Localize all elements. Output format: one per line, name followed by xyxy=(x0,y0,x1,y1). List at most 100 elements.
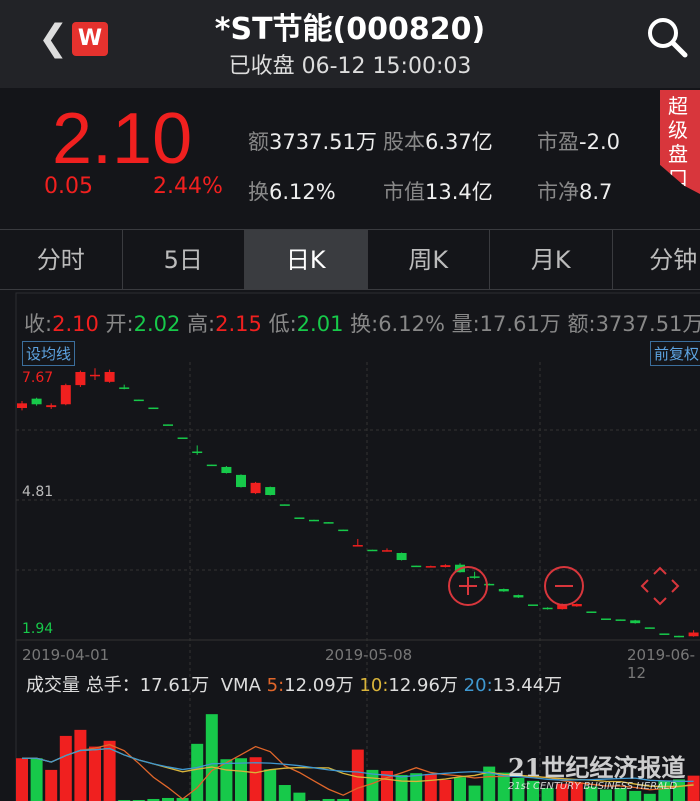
candle-body xyxy=(513,595,524,598)
volume-bar xyxy=(16,758,28,801)
volume-bar xyxy=(439,779,452,801)
candle-body xyxy=(440,565,451,568)
volume-bar xyxy=(410,773,423,801)
candle-body xyxy=(367,549,378,552)
candle-body xyxy=(425,566,436,568)
vma20-line xyxy=(22,747,694,782)
price-change: 0.05 xyxy=(44,174,93,199)
tab-3[interactable]: 周K xyxy=(368,230,490,289)
volume-bar xyxy=(118,799,131,801)
candle-body xyxy=(571,603,582,607)
volume-bar xyxy=(395,774,408,801)
candle-body xyxy=(688,632,699,637)
volume-info: 成交量 总手：17.61万 VMA 5:12.09万 10:12.96万 20:… xyxy=(26,675,563,696)
candle-body xyxy=(615,619,626,621)
volume-bar xyxy=(293,792,306,801)
quote-stat: 市净8.7 xyxy=(537,180,613,204)
candle-body xyxy=(31,398,42,405)
stock-title: *ST节能(000820) xyxy=(214,12,486,47)
candle-body xyxy=(279,504,290,506)
chart-frame xyxy=(15,292,700,801)
volume-bar xyxy=(235,758,247,801)
vma5-line xyxy=(22,743,694,800)
app-logo: W xyxy=(72,22,108,56)
volume-bar xyxy=(600,789,612,801)
tab-0[interactable]: 分时 xyxy=(0,230,123,289)
candle-body xyxy=(630,620,641,624)
volume-bar xyxy=(424,773,437,801)
volume-bar xyxy=(556,783,569,801)
y-label-max: 7.67 xyxy=(22,370,54,386)
volume-bar xyxy=(249,757,262,801)
candle-body xyxy=(90,374,100,377)
candle-body xyxy=(133,399,144,402)
candle-body xyxy=(148,407,159,410)
volume-bar xyxy=(147,798,160,801)
zoom-in-icon[interactable] xyxy=(448,566,488,606)
volume-bar xyxy=(673,779,685,801)
quote-stat: 换6.12% xyxy=(248,180,336,204)
watermark-logo: 21世纪经济报道 21st CENTURY BUSINESS HERALD xyxy=(508,753,686,792)
candle-body xyxy=(601,618,611,620)
candle-body xyxy=(17,403,27,409)
candle-body xyxy=(674,635,684,638)
candle-body xyxy=(104,372,115,382)
volume-bar xyxy=(278,785,291,801)
candle-body xyxy=(411,565,422,568)
volume-bar xyxy=(643,793,656,801)
x-label: 2019-06-12 xyxy=(627,646,696,682)
candle-body xyxy=(192,451,203,454)
move-arrows-icon[interactable] xyxy=(640,566,680,606)
volume-bar xyxy=(191,743,204,801)
tab-2[interactable]: 日K xyxy=(245,230,368,289)
volume-bar xyxy=(264,769,277,801)
y-label-mid: 4.81 xyxy=(22,484,54,500)
candle-body xyxy=(206,464,217,467)
volume-bar xyxy=(570,782,583,801)
candle-body xyxy=(396,553,407,561)
tab-4[interactable]: 月K xyxy=(490,230,613,289)
candle-body xyxy=(163,424,173,426)
back-chevron-icon[interactable]: ❮ xyxy=(38,18,69,59)
volume-bar xyxy=(74,729,87,801)
candle-body xyxy=(60,385,71,405)
candle-body xyxy=(586,611,597,613)
candle-body xyxy=(352,545,363,547)
volume-bar xyxy=(585,786,598,801)
candle-body xyxy=(659,633,670,635)
candle-body xyxy=(528,604,538,606)
candle-body xyxy=(177,437,188,439)
volume-bar xyxy=(132,799,145,801)
set-ma-button[interactable]: 设均线 xyxy=(22,341,76,366)
volume-bar xyxy=(103,740,116,801)
volume-bar xyxy=(497,772,510,801)
price-change-pct: 2.44% xyxy=(153,174,223,199)
candle-body xyxy=(382,550,392,552)
market-status: 已收盘 06-12 15:00:03 xyxy=(228,54,472,79)
candle-body xyxy=(498,589,509,592)
candle-body xyxy=(644,627,655,629)
candle-body xyxy=(221,466,232,474)
candle-body xyxy=(75,372,86,386)
super-orderbook-badge[interactable]: 超级盘口 xyxy=(660,90,700,194)
candle-body xyxy=(236,474,246,488)
volume-bar xyxy=(205,714,218,801)
candle-body xyxy=(309,519,319,522)
volume-bar xyxy=(322,798,335,801)
volume-bar xyxy=(527,780,539,801)
volume-bar xyxy=(687,775,700,801)
volume-bar xyxy=(59,735,72,801)
volume-bar xyxy=(30,758,43,801)
x-label: 2019-05-08 xyxy=(325,646,413,664)
search-icon[interactable] xyxy=(646,16,688,58)
quote-stat: 市盈-2.0 xyxy=(537,130,620,154)
candle-body xyxy=(484,583,495,586)
header: ❮ W *ST节能(000820) 已收盘 06-12 15:00:03 xyxy=(0,0,700,88)
candle-body xyxy=(323,522,334,524)
zoom-out-icon[interactable] xyxy=(544,566,584,606)
tab-1[interactable]: 5日 xyxy=(123,230,245,289)
tab-5[interactable]: 分钟 xyxy=(613,230,700,289)
volume-bar xyxy=(483,766,496,801)
forward-adjust-button[interactable]: 前复权 xyxy=(650,341,700,366)
